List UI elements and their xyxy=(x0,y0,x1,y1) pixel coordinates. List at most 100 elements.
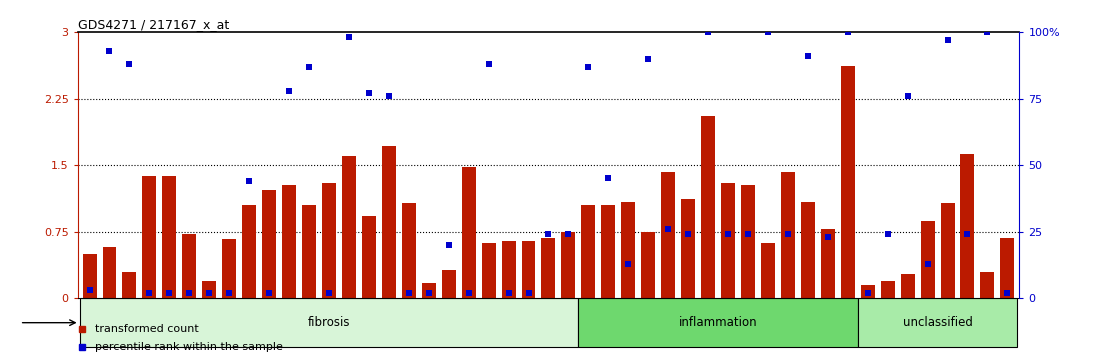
Bar xyxy=(502,241,515,298)
Point xyxy=(859,290,876,296)
Bar xyxy=(981,272,994,298)
Point xyxy=(520,290,537,296)
Bar xyxy=(342,156,356,298)
Bar xyxy=(103,247,116,298)
Bar xyxy=(80,298,578,347)
Text: unclassified: unclassified xyxy=(903,316,973,329)
Point xyxy=(938,37,956,43)
Bar xyxy=(462,167,475,298)
Bar xyxy=(362,216,376,298)
Bar xyxy=(841,65,854,298)
Point xyxy=(280,88,298,93)
Point xyxy=(300,64,318,69)
Point xyxy=(779,232,797,237)
Point xyxy=(919,261,936,267)
Point xyxy=(839,29,856,35)
Bar xyxy=(382,145,396,298)
Bar xyxy=(881,281,894,298)
Point xyxy=(121,61,138,67)
Point xyxy=(879,232,896,237)
Point xyxy=(340,34,358,40)
Point xyxy=(181,290,198,296)
Point xyxy=(141,290,158,296)
Point xyxy=(220,290,238,296)
Point xyxy=(759,29,777,35)
Bar xyxy=(701,116,715,298)
Bar xyxy=(522,241,535,298)
Point xyxy=(101,48,119,53)
Point xyxy=(799,53,817,59)
Point xyxy=(161,290,178,296)
Point xyxy=(958,232,976,237)
Bar xyxy=(302,205,316,298)
Point xyxy=(81,287,99,293)
Bar xyxy=(542,238,555,298)
Text: fibrosis: fibrosis xyxy=(308,316,350,329)
Point xyxy=(260,290,278,296)
Bar xyxy=(243,205,256,298)
Bar xyxy=(941,203,954,298)
Point xyxy=(201,290,218,296)
Text: inflammation: inflammation xyxy=(679,316,758,329)
Bar xyxy=(801,202,814,298)
Bar xyxy=(203,281,216,298)
Point xyxy=(978,29,996,35)
Point xyxy=(540,232,557,237)
Bar xyxy=(582,205,595,298)
Bar xyxy=(183,234,196,298)
Point xyxy=(599,176,617,181)
Bar xyxy=(1001,238,1014,298)
Bar xyxy=(721,183,735,298)
Bar xyxy=(223,239,236,298)
Bar xyxy=(901,274,914,298)
Bar xyxy=(163,176,176,298)
Point xyxy=(719,232,737,237)
Point xyxy=(899,93,916,99)
Point xyxy=(699,29,717,35)
Point xyxy=(360,90,378,96)
Bar xyxy=(123,272,136,298)
Point xyxy=(240,178,258,184)
Point xyxy=(500,290,517,296)
Bar xyxy=(578,298,858,347)
Bar xyxy=(562,232,575,298)
Bar xyxy=(681,199,695,298)
Bar xyxy=(402,203,416,298)
Bar xyxy=(781,172,794,298)
Bar xyxy=(642,232,655,298)
Point xyxy=(480,61,497,67)
Bar xyxy=(422,283,435,298)
Point xyxy=(579,64,597,69)
Bar xyxy=(741,185,755,298)
Bar xyxy=(821,229,834,298)
Bar xyxy=(661,172,675,298)
Point xyxy=(819,234,837,240)
Point xyxy=(440,242,458,248)
Point xyxy=(998,290,1016,296)
Bar xyxy=(622,202,635,298)
Bar xyxy=(482,243,495,298)
Point xyxy=(679,232,697,237)
Bar xyxy=(283,185,296,298)
Text: percentile rank within the sample: percentile rank within the sample xyxy=(95,342,284,352)
Point xyxy=(420,290,438,296)
Bar xyxy=(143,176,156,298)
Bar xyxy=(961,154,974,298)
Bar xyxy=(761,243,774,298)
Point xyxy=(739,232,757,237)
Bar xyxy=(921,221,934,298)
Point xyxy=(320,290,338,296)
Bar xyxy=(83,254,96,298)
Point xyxy=(619,261,637,267)
Bar xyxy=(602,205,615,298)
Point xyxy=(639,56,657,61)
Bar xyxy=(263,190,276,298)
Point xyxy=(400,290,418,296)
Point xyxy=(560,232,577,237)
Bar xyxy=(322,183,336,298)
Bar xyxy=(861,285,874,298)
Text: transformed count: transformed count xyxy=(95,324,199,334)
Point xyxy=(380,93,398,99)
Bar xyxy=(858,298,1017,347)
Point xyxy=(460,290,478,296)
